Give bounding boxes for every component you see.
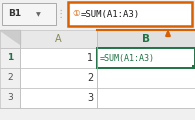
Text: B1: B1 bbox=[8, 9, 21, 18]
Bar bbox=[0, 0, 195, 28]
Polygon shape bbox=[0, 30, 20, 44]
Text: 3: 3 bbox=[7, 93, 13, 102]
Text: 2: 2 bbox=[7, 73, 13, 83]
Bar bbox=[97, 68, 195, 88]
Text: =SUM(A1:A3): =SUM(A1:A3) bbox=[100, 54, 155, 63]
Bar bbox=[20, 88, 97, 108]
Bar bbox=[97, 88, 195, 108]
Text: 1: 1 bbox=[87, 53, 93, 63]
Bar bbox=[20, 68, 97, 88]
Bar bbox=[0, 88, 20, 108]
Text: ⋮: ⋮ bbox=[56, 9, 66, 19]
Bar bbox=[20, 30, 97, 48]
Text: 3: 3 bbox=[87, 93, 93, 103]
Text: A: A bbox=[55, 34, 62, 44]
Bar bbox=[68, 2, 192, 26]
Bar bbox=[0, 68, 20, 88]
Bar bbox=[0, 48, 20, 68]
Bar bbox=[0, 30, 20, 48]
Text: B: B bbox=[142, 34, 150, 44]
Bar bbox=[0, 30, 195, 108]
Bar bbox=[20, 48, 97, 68]
Text: =SUM(A1:A3): =SUM(A1:A3) bbox=[81, 9, 140, 18]
Bar bbox=[192, 65, 195, 69]
Bar bbox=[2, 3, 56, 25]
Text: 1: 1 bbox=[7, 54, 13, 63]
Text: 2: 2 bbox=[87, 73, 93, 83]
Bar bbox=[97, 48, 195, 68]
Bar bbox=[97, 30, 195, 48]
Text: ▼: ▼ bbox=[36, 12, 40, 17]
Text: ①: ① bbox=[72, 9, 80, 18]
